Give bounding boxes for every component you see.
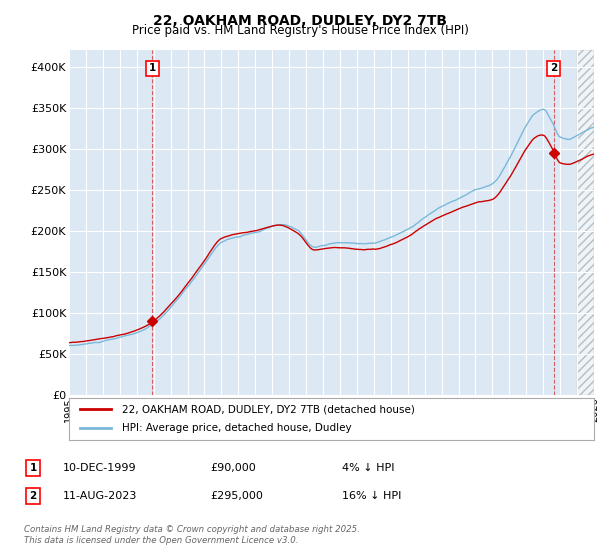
Text: 22, OAKHAM ROAD, DUDLEY, DY2 7TB (detached house): 22, OAKHAM ROAD, DUDLEY, DY2 7TB (detach… (121, 404, 415, 414)
Text: Contains HM Land Registry data © Crown copyright and database right 2025.
This d: Contains HM Land Registry data © Crown c… (24, 525, 360, 545)
Text: HPI: Average price, detached house, Dudley: HPI: Average price, detached house, Dudl… (121, 423, 351, 433)
Text: 22, OAKHAM ROAD, DUDLEY, DY2 7TB: 22, OAKHAM ROAD, DUDLEY, DY2 7TB (153, 14, 447, 28)
Text: £90,000: £90,000 (210, 463, 256, 473)
Text: 1: 1 (29, 463, 37, 473)
Text: £295,000: £295,000 (210, 491, 263, 501)
Text: 4% ↓ HPI: 4% ↓ HPI (342, 463, 395, 473)
Text: 16% ↓ HPI: 16% ↓ HPI (342, 491, 401, 501)
Text: 10-DEC-1999: 10-DEC-1999 (63, 463, 137, 473)
Text: 2: 2 (550, 63, 557, 73)
Text: 2: 2 (29, 491, 37, 501)
Text: Price paid vs. HM Land Registry's House Price Index (HPI): Price paid vs. HM Land Registry's House … (131, 24, 469, 37)
Text: 1: 1 (149, 63, 156, 73)
Text: 11-AUG-2023: 11-AUG-2023 (63, 491, 137, 501)
